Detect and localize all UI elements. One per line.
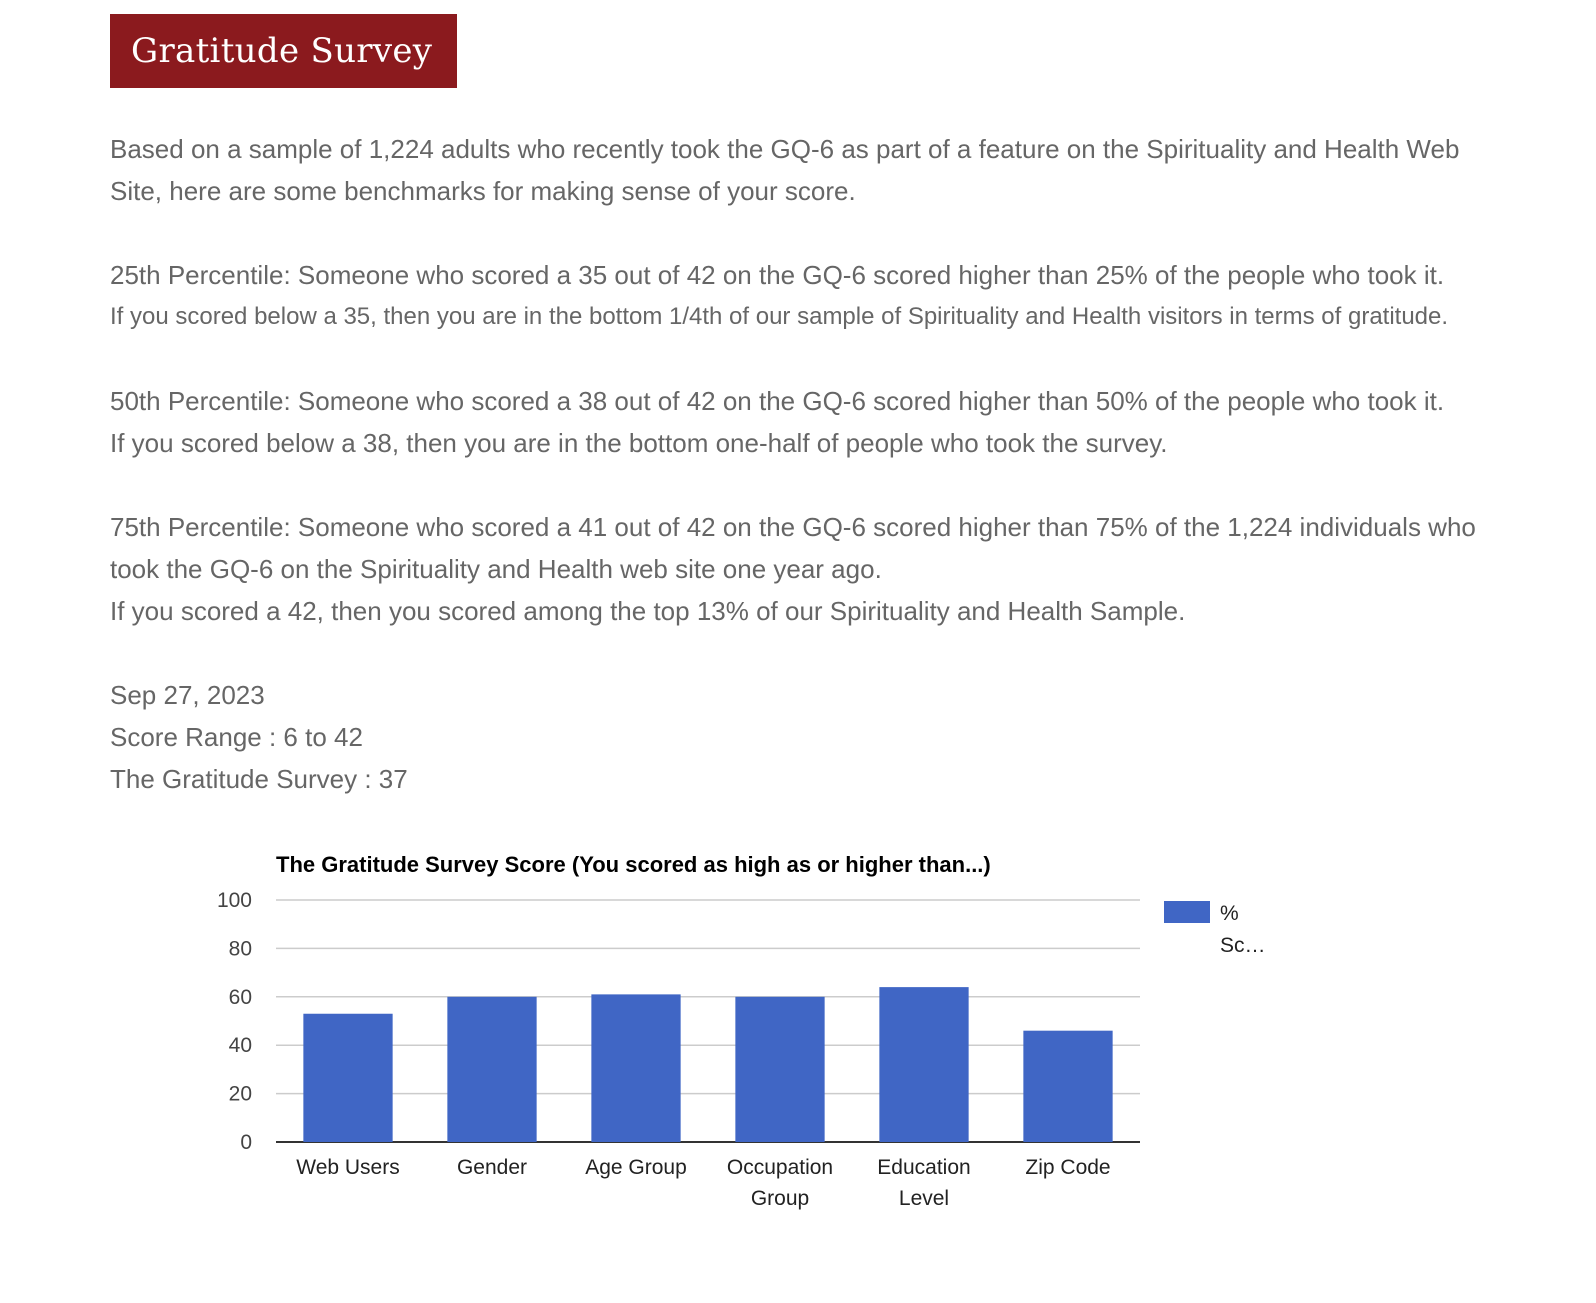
legend-swatch: [1164, 901, 1210, 923]
p25-line-2: If you scored below a 35, then you are i…: [110, 303, 1449, 330]
legend-label: Sc…: [1220, 934, 1266, 957]
p75-line-2: took the GQ-6 on the Spirituality and He…: [110, 554, 882, 584]
p50-line-1: 50th Percentile: Someone who scored a 38…: [110, 386, 1445, 416]
p75-line-3: If you scored a 42, then you scored amon…: [110, 596, 1186, 626]
bar-occupation-group: [735, 996, 825, 1142]
x-tick-label: Zip Code: [1025, 1156, 1110, 1179]
score-range: Score Range : 6 to 42: [110, 722, 363, 752]
p25-line-1: 25th Percentile: Someone who scored a 35…: [110, 260, 1445, 290]
x-tick-label: Age Group: [585, 1156, 687, 1179]
x-tick-label: Gender: [457, 1156, 527, 1179]
bar-gender: [447, 996, 537, 1142]
x-tick-label: Group: [751, 1187, 809, 1210]
x-tick-label: Level: [899, 1187, 949, 1210]
survey-score: The Gratitude Survey : 37: [110, 764, 408, 794]
intro-line-1: Based on a sample of 1,224 adults who re…: [110, 134, 1460, 164]
y-tick-label: 80: [229, 937, 252, 960]
result-date: Sep 27, 2023: [110, 680, 265, 710]
survey-content: Based on a sample of 1,224 adults who re…: [110, 128, 1590, 800]
y-tick-label: 60: [229, 986, 252, 1009]
x-tick-label: Education: [877, 1156, 970, 1179]
bar-chart-svg: The Gratitude Survey Score (You scored a…: [217, 852, 1266, 1210]
y-tick-label: 40: [229, 1034, 252, 1057]
legend-label: %: [1220, 902, 1239, 925]
bar-age-group: [591, 994, 681, 1142]
bar-zip-code: [1023, 1030, 1113, 1142]
chart-title: The Gratitude Survey Score (You scored a…: [276, 852, 991, 877]
title-banner: Gratitude Survey: [110, 14, 457, 88]
y-tick-label: 100: [217, 889, 252, 912]
y-tick-label: 0: [240, 1131, 252, 1154]
bar-web-users: [303, 1013, 393, 1142]
x-tick-label: Web Users: [296, 1156, 399, 1179]
bar-education-level: [879, 987, 969, 1142]
p50-line-2: If you scored below a 38, then you are i…: [110, 428, 1168, 458]
x-tick-label: Occupation: [727, 1156, 833, 1179]
score-chart: The Gratitude Survey Score (You scored a…: [200, 852, 1310, 1232]
y-tick-label: 20: [229, 1083, 252, 1106]
page-title: Gratitude Survey: [131, 31, 433, 71]
intro-line-2: Site, here are some benchmarks for makin…: [110, 176, 856, 206]
p75-line-1: 75th Percentile: Someone who scored a 41…: [110, 512, 1476, 542]
